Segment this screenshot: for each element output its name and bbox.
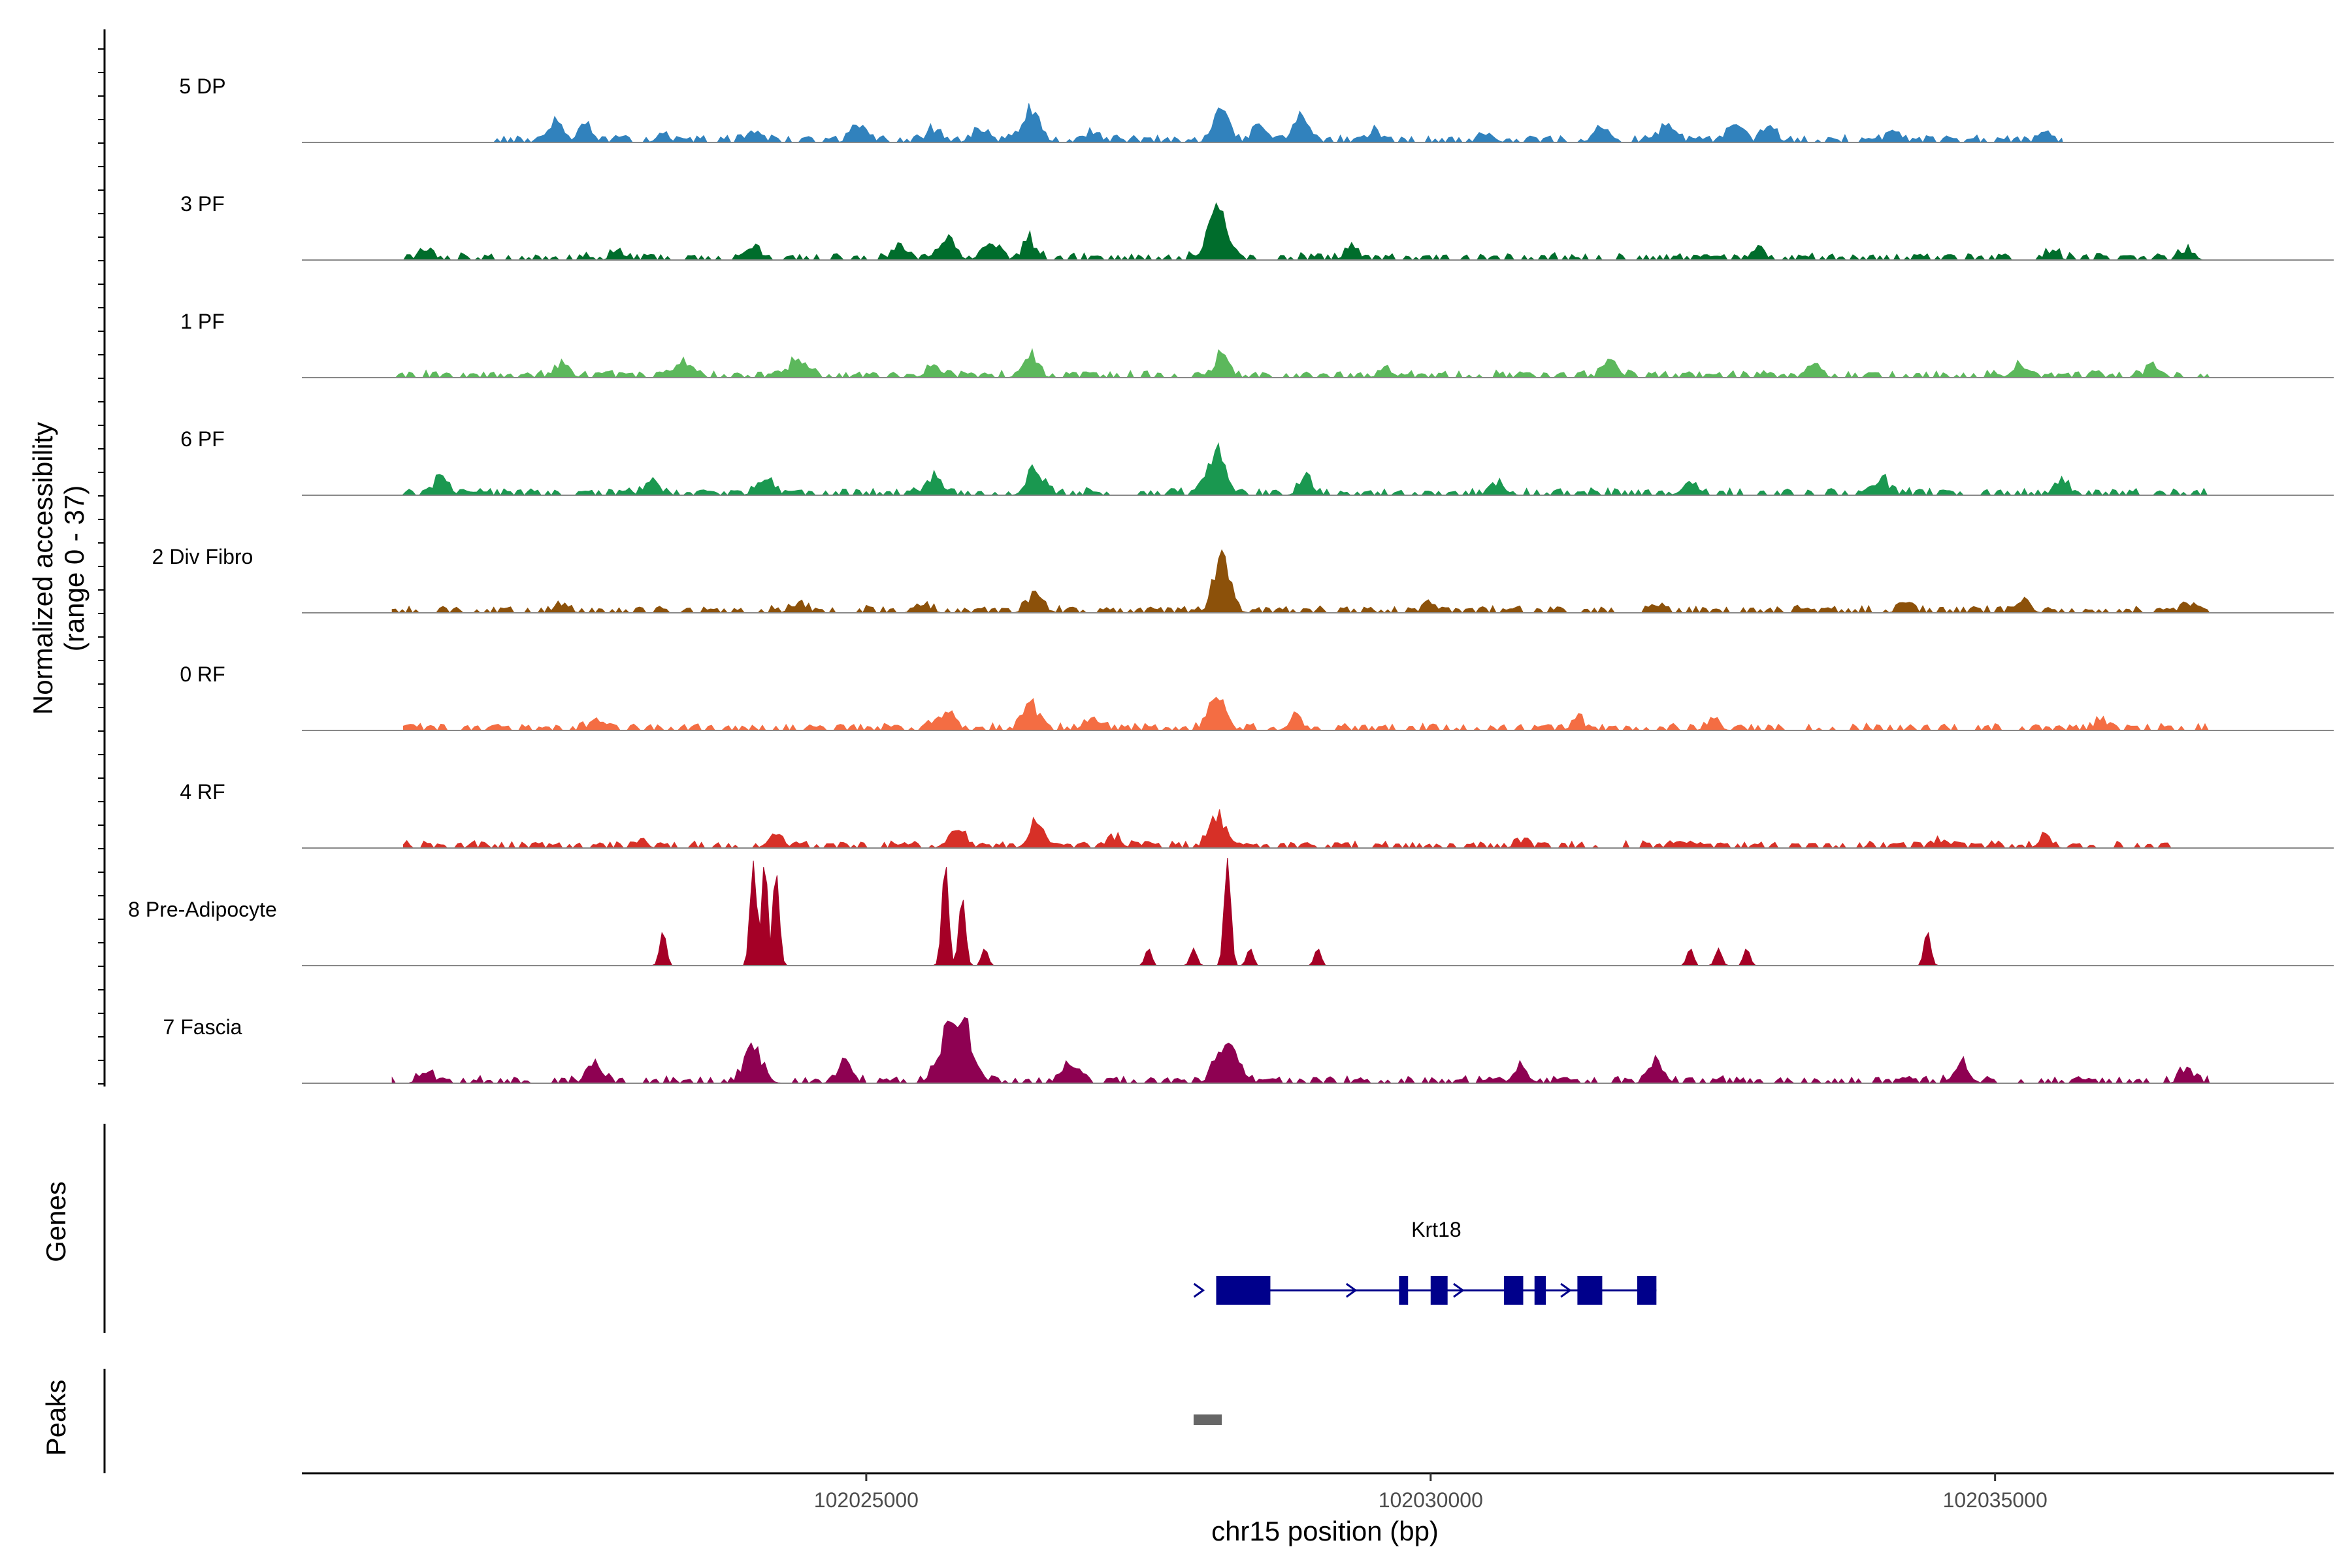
genes-track-title: Genes xyxy=(41,1181,71,1262)
coverage-area xyxy=(493,103,2063,144)
coverage-tracks: 5 DP 3 PF 1 PF 6 PF 2 Div Fibro 0 RF 4 RF 8 Pre… xyxy=(128,74,2334,1085)
track-4-rf: 4 RF xyxy=(180,780,2334,849)
strand-arrow xyxy=(1345,1282,1358,1298)
x-tick-label: 102025000 xyxy=(814,1488,919,1512)
track-label: 1 PF xyxy=(180,310,225,333)
track-label: 7 Fascia xyxy=(163,1015,242,1039)
gene-exon xyxy=(1504,1276,1524,1305)
track-5-dp: 5 DP xyxy=(179,74,2334,144)
track-0-rf: 0 RF xyxy=(180,662,2334,732)
coverage-area xyxy=(651,857,1939,966)
track-2-div-fibro: 2 Div Fibro xyxy=(152,545,2334,614)
y-axis-range-label: (range 0 - 37) xyxy=(59,485,90,651)
coverage-area xyxy=(402,202,2210,261)
track-1-pf: 1 PF xyxy=(180,310,2334,379)
x-tick-label: 102030000 xyxy=(1379,1488,1483,1512)
y-axis-title: Normalized accessibility xyxy=(27,422,58,715)
y-axis xyxy=(98,29,106,1086)
peak-region xyxy=(1193,1414,1222,1425)
peaks-track-title: Peaks xyxy=(41,1380,71,1456)
track-3-pf: 3 PF xyxy=(180,192,2334,261)
coverage-area xyxy=(403,696,2210,732)
gene-exon xyxy=(1577,1276,1603,1305)
coverage-area xyxy=(391,1017,2210,1085)
gene-exon xyxy=(1430,1276,1448,1305)
track-label: 2 Div Fibro xyxy=(152,545,253,568)
track-label: 0 RF xyxy=(180,662,225,686)
gene-label: Krt18 xyxy=(1411,1218,1461,1241)
track-8-pre-adipocyte: 8 Pre-Adipocyte xyxy=(128,857,2334,966)
track-label: 4 RF xyxy=(180,780,225,804)
track-6-pf: 6 PF xyxy=(180,427,2334,497)
gene-exon xyxy=(1216,1276,1271,1305)
coverage-area xyxy=(391,549,2210,614)
track-label: 3 PF xyxy=(180,192,225,216)
track-label: 6 PF xyxy=(180,427,225,451)
gene-exon xyxy=(1399,1276,1409,1305)
strand-arrow xyxy=(1560,1282,1572,1298)
track-label: 8 Pre-Adipocyte xyxy=(128,898,277,921)
gene-track: Krt18 xyxy=(103,1124,1657,1333)
strand-arrow xyxy=(1453,1282,1465,1298)
peak-track xyxy=(103,1369,1222,1473)
x-tick-label: 102035000 xyxy=(1943,1488,2048,1512)
coverage-area xyxy=(392,442,2210,497)
track-label: 5 DP xyxy=(179,74,225,98)
gene-exon xyxy=(1637,1276,1657,1305)
coverage-area xyxy=(403,809,2176,849)
coverage-area xyxy=(392,348,2210,379)
x-axis: 102025000 102030000 102035000 xyxy=(302,1472,2334,1512)
x-axis-title: chr15 position (bp) xyxy=(1211,1516,1439,1546)
track-7-fascia: 7 Fascia xyxy=(163,1015,2334,1085)
gene-exon xyxy=(1534,1276,1546,1305)
strand-arrow xyxy=(1193,1282,1205,1298)
